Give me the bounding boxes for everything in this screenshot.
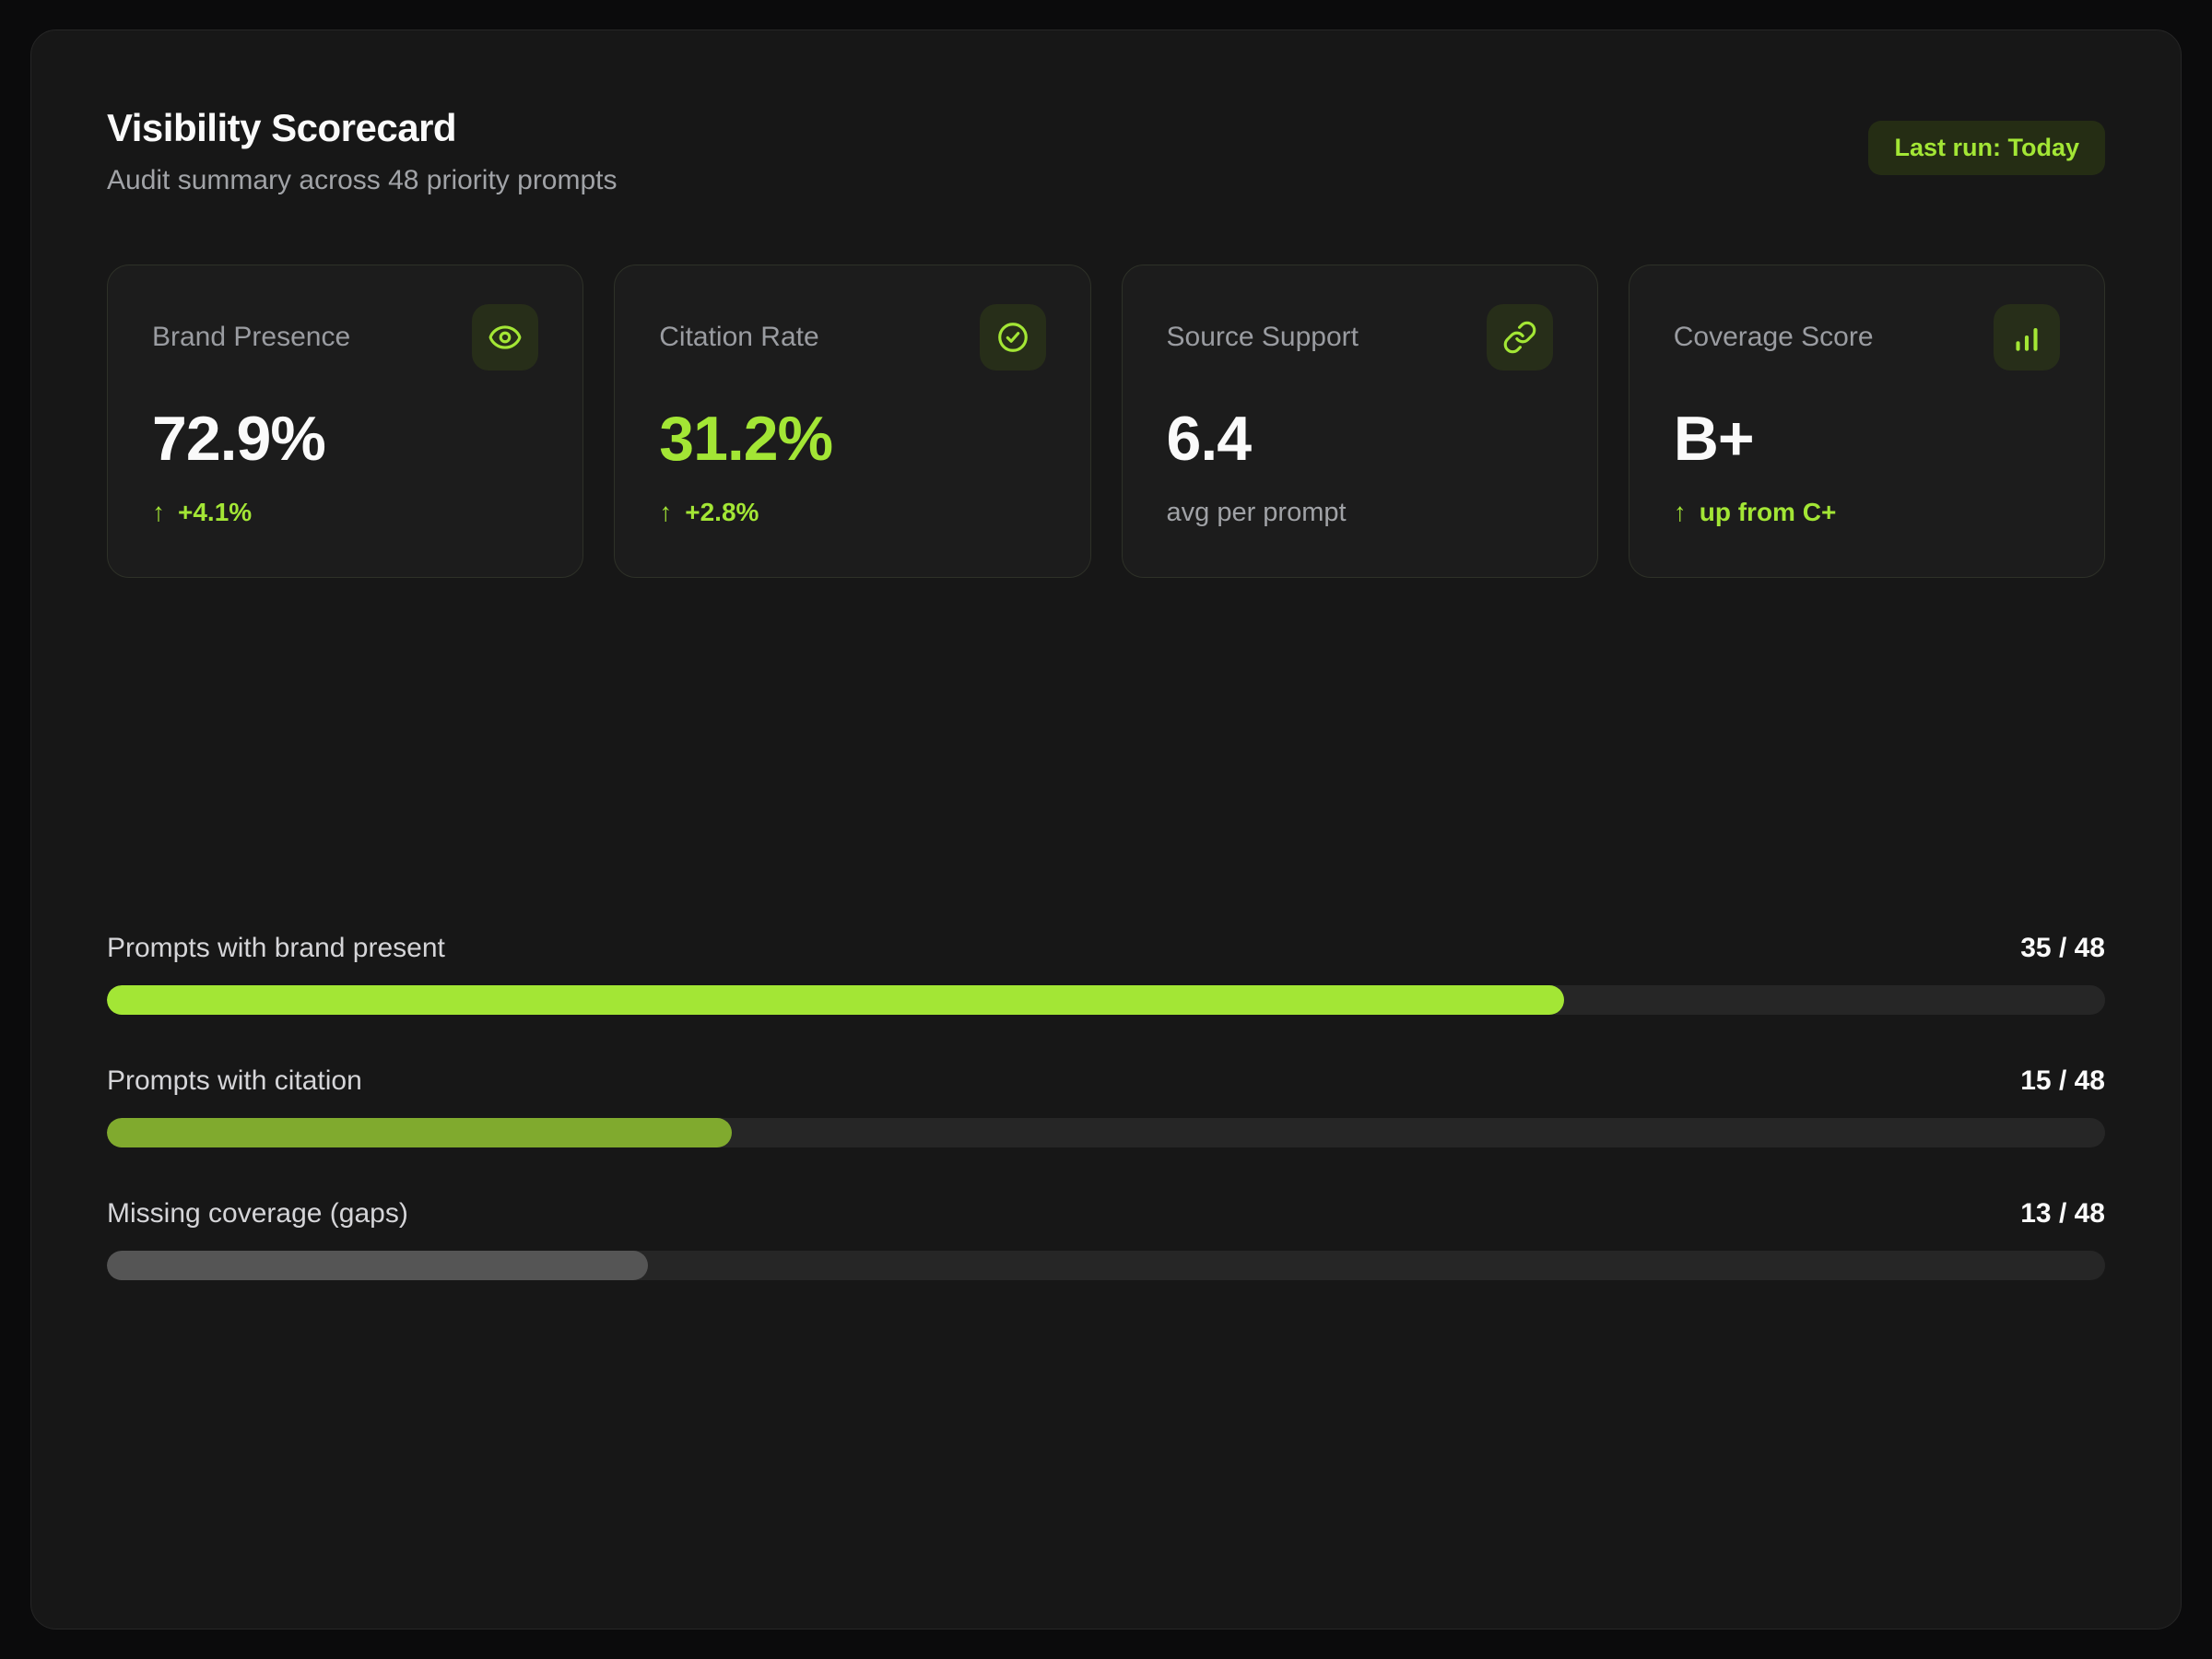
metric-note: avg per prompt: [1167, 496, 1553, 529]
card-brand-presence: Brand Presence 72.9% ↑ +4.1%: [107, 265, 584, 579]
metric-label: Coverage Score: [1673, 322, 1874, 353]
last-run-badge: Last run: Today: [1868, 121, 2105, 175]
progress-label: Prompts with citation: [107, 1065, 362, 1097]
progress-label: Missing coverage (gaps): [107, 1198, 408, 1230]
progress-count: 13 / 48: [2020, 1198, 2105, 1230]
card-citation-rate: Citation Rate 31.2% ↑ +2.8%: [614, 265, 1091, 579]
progress-bar: [107, 985, 2105, 1016]
arrow-up-icon: ↑: [1673, 498, 1687, 527]
metric-delta-text: avg per prompt: [1166, 498, 1347, 528]
progress-bar: [107, 1118, 2105, 1148]
metric-value: B+: [1673, 404, 1755, 475]
progress-row-citation: Prompts with citation 15 / 48: [107, 1065, 2105, 1148]
arrow-up-icon: ↑: [152, 498, 165, 527]
bar-chart-icon: [1994, 304, 2060, 371]
metric-label: Source Support: [1166, 322, 1359, 353]
visibility-scorecard-panel: Visibility Scorecard Audit summary acros…: [30, 29, 2182, 1630]
metric-delta-text: +2.8%: [685, 498, 759, 527]
progress-bar-fill: [107, 1251, 649, 1281]
progress-row-missing-coverage: Missing coverage (gaps) 13 / 48: [107, 1197, 2105, 1281]
metric-value: 72.9%: [152, 404, 326, 475]
metric-label: Citation Rate: [659, 322, 819, 353]
progress-count: 15 / 48: [2020, 1065, 2105, 1097]
page-title: Visibility Scorecard: [107, 106, 457, 149]
check-circle-icon: [979, 304, 1046, 371]
progress-bar-fill: [107, 1118, 732, 1148]
metric-label: Brand Presence: [152, 322, 351, 353]
metric-delta-text: +4.1%: [178, 498, 253, 527]
card-source-support: Source Support 6.4 avg per prompt: [1121, 265, 1598, 579]
metric-cards: Brand Presence 72.9% ↑ +4.1% Citation Rat…: [107, 265, 2105, 579]
panel-header: Visibility Scorecard Audit summary acros…: [107, 106, 2105, 196]
metric-value: 6.4: [1166, 404, 1253, 475]
metric-delta: ↑ up from C+: [1674, 496, 2060, 529]
progress-row-brand-present: Prompts with brand present 35 / 48: [107, 932, 2105, 1016]
progress-bar-fill: [107, 985, 1564, 1016]
page-subtitle: Audit summary across 48 priority prompts: [107, 165, 618, 196]
metric-delta: ↑ +4.1%: [152, 496, 538, 529]
progress-bar: [107, 1251, 2105, 1281]
progress-label: Prompts with brand present: [107, 933, 445, 964]
progress-list: Prompts with brand present 35 / 48 Promp…: [107, 932, 2105, 1281]
link-icon: [1486, 304, 1553, 371]
metric-value: 31.2%: [659, 404, 833, 475]
progress-count: 35 / 48: [2020, 933, 2105, 964]
card-coverage-score: Coverage Score B+ ↑ up from C+: [1628, 265, 2105, 579]
metric-delta: ↑ +2.8%: [659, 496, 1045, 529]
header-text: Visibility Scorecard Audit summary acros…: [107, 106, 618, 196]
eye-icon: [472, 304, 539, 371]
metric-delta-text: up from C+: [1699, 498, 1837, 527]
arrow-up-icon: ↑: [659, 498, 673, 527]
